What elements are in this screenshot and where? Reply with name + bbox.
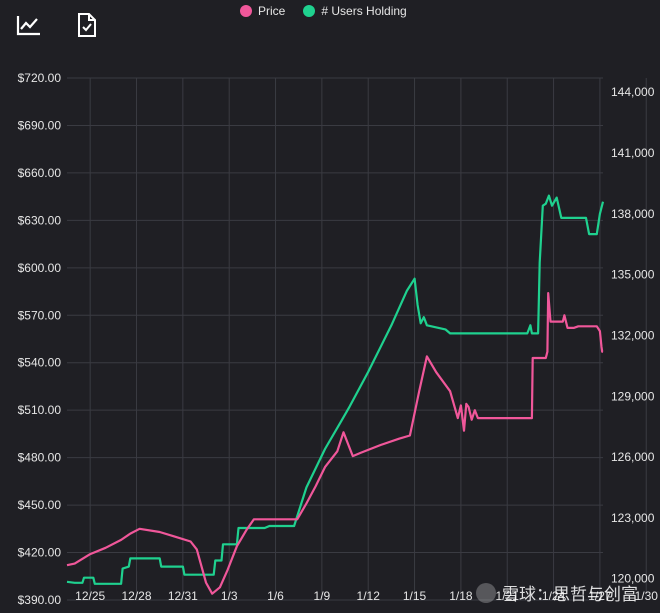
y-left-tick-label: $600.00 [18,261,62,275]
export-button[interactable] [72,10,102,40]
y-axis-right: 120,000 123,000 126,000 129,000 132,000 135,0… [611,85,655,586]
series-line-users-holding [66,194,605,585]
x-tick-label: 1/21 [496,589,520,603]
x-tick-label: 1/9 [314,589,331,603]
y-left-tick-label: $720.00 [18,71,62,85]
y-left-tick-label: $420.00 [18,546,62,560]
chart-view-button[interactable] [14,10,44,40]
x-tick-label: 1/30 [635,589,659,603]
x-tick-label: 1/15 [403,589,427,603]
x-tick-label: 1/27 [588,589,612,603]
y-left-tick-label: $690.00 [18,118,62,132]
legend-item-users-holding[interactable]: # Users Holding [303,4,407,18]
x-tick-label: 12/25 [75,589,105,603]
x-tick-label: 12/31 [168,589,198,603]
legend-swatch-users-holding [303,5,316,17]
watermark-text: 雪球：思哲与创富 [502,585,638,604]
x-tick-label: 1/18 [449,589,473,603]
y-right-tick-label: 144,000 [611,85,655,99]
x-tick-label: 12/28 [121,589,151,603]
x-tick-label: 1/3 [221,589,238,603]
y-axis-left: $390.00 $420.00 $450.00 $480.00 $510.00 $540.… [18,71,62,607]
file-check-icon [78,13,96,37]
x-tick-label: 1/6 [267,589,284,603]
series-group [66,194,605,595]
legend-label-users-holding: # Users Holding [321,4,407,18]
line-chart-icon [16,16,40,36]
xueqiu-logo-icon [476,582,496,603]
y-right-tick-label: 126,000 [611,450,655,464]
y-right-tick-label: 132,000 [611,328,655,342]
y-right-tick-label: 129,000 [611,389,655,403]
y-right-tick-label: 141,000 [611,146,655,160]
x-tick-label: 1/24 [542,589,566,603]
y-left-tick-label: $570.00 [18,308,62,322]
chart-grid [67,77,647,601]
y-right-tick-label: 123,000 [611,511,655,525]
legend-label-price: Price [258,4,286,18]
x-axis: 12/25 12/28 12/31 1/3 1/6 1/9 1/12 1/15 1/18 1/21… [75,589,659,603]
y-left-tick-label: $450.00 [18,498,62,512]
legend-swatch-price [240,5,252,17]
chart-legend: Price # Users Holding [240,4,407,18]
y-right-tick-label: 138,000 [611,207,655,221]
x-tick-label: 1/12 [357,589,381,603]
y-right-tick-label: 135,000 [611,268,655,282]
toolbar [14,10,102,40]
legend-item-price[interactable]: Price [240,4,285,18]
y-right-tick-label: 120,000 [611,572,655,586]
y-left-tick-label: $630.00 [18,213,62,227]
y-left-tick-label: $660.00 [18,166,62,180]
watermark: 雪球：思哲与创富 [476,580,638,605]
series-line-price [66,292,604,595]
y-left-tick-label: $480.00 [18,451,62,465]
y-left-tick-label: $540.00 [18,356,62,370]
y-left-tick-label: $510.00 [18,403,62,417]
y-left-tick-label: $390.00 [18,593,62,607]
